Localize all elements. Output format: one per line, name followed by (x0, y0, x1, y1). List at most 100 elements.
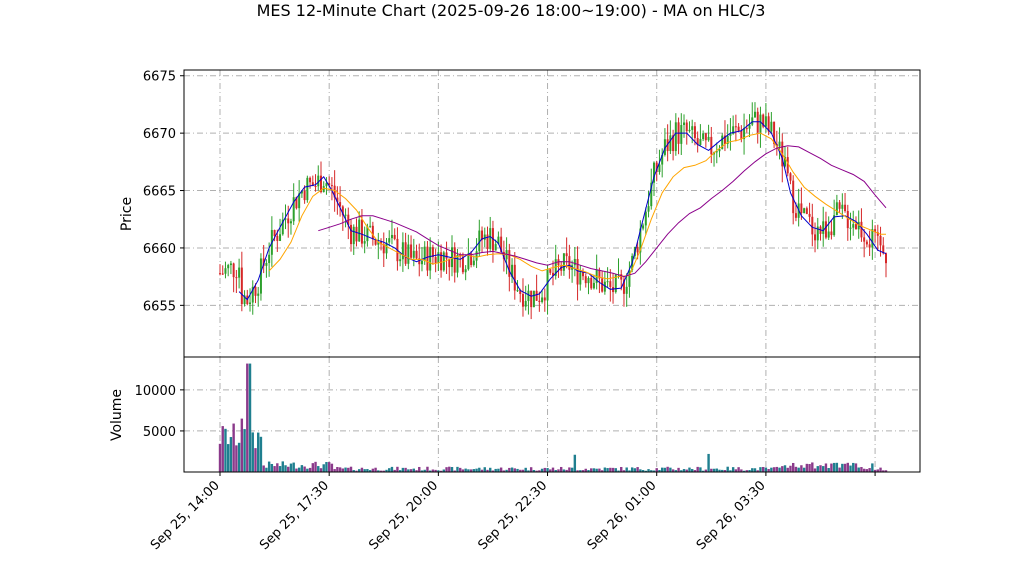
candle-body (603, 281, 606, 292)
volume-bar (344, 467, 347, 472)
volume-bar (439, 470, 443, 472)
volume-bar (710, 468, 713, 472)
volume-bar (600, 470, 604, 472)
volume-bar (778, 467, 781, 472)
volume-bar (303, 466, 306, 472)
candle-body (380, 241, 383, 245)
candle-body (497, 236, 500, 245)
candle-body (382, 244, 385, 254)
volume-axes-frame (183, 356, 921, 473)
volume-bar (603, 467, 607, 472)
volume-panel: 5000 10000 Volume (109, 356, 921, 473)
volume-bar (423, 469, 426, 472)
volume-bar (483, 467, 486, 472)
volume-bar (652, 470, 656, 472)
volume-bar (688, 467, 691, 472)
candle-body (243, 295, 246, 305)
volume-bar (737, 467, 740, 472)
candle-body (453, 247, 456, 273)
volume-bar (562, 469, 566, 472)
candle-body (229, 263, 232, 266)
volume-bar (281, 461, 284, 472)
candle-body (639, 228, 642, 253)
volume-bar (617, 470, 620, 472)
volume-y-tick-label: 5000 (143, 425, 176, 440)
candle-body (833, 215, 836, 236)
candle-body (251, 286, 254, 303)
candle-body (311, 182, 314, 187)
volume-bar (857, 467, 860, 472)
volume-bar (633, 468, 637, 472)
candle-body (699, 139, 702, 145)
candle-body (431, 247, 434, 258)
candle-body (385, 242, 388, 254)
candle-body (734, 126, 737, 128)
volume-bar (287, 466, 290, 472)
volume-bar (278, 466, 282, 472)
volume-bar (265, 467, 268, 472)
candle-body (661, 154, 664, 165)
volume-bar (251, 432, 254, 472)
volume-bar (802, 467, 806, 472)
volume-y-ticks: 5000 10000 (135, 384, 184, 440)
volume-bar (565, 469, 568, 472)
candle-body (612, 287, 615, 293)
moving-average-line-orange (268, 132, 886, 280)
volume-bar (832, 462, 836, 472)
volume-bar (401, 467, 405, 472)
x-tick-label: Sep 25, 22:30 (475, 478, 550, 553)
candle-body (543, 297, 546, 301)
volume-bar (549, 469, 552, 472)
volume-bar (235, 445, 238, 472)
candle-body (232, 263, 235, 278)
candle-body (874, 229, 877, 233)
candle-body (401, 242, 404, 260)
volume-bar (535, 470, 538, 472)
volume-bar (639, 469, 642, 472)
candle-body (481, 230, 484, 240)
volume-bar (371, 468, 375, 472)
volume-bar (860, 467, 863, 472)
volume-bar (448, 466, 451, 472)
candle-body (486, 234, 489, 249)
volume-bar (325, 462, 328, 472)
volume-bar (691, 469, 694, 472)
candle-body (710, 136, 713, 155)
candle-body (688, 129, 691, 132)
volume-bar (827, 468, 830, 472)
volume-bar (409, 469, 413, 472)
volume-bar (557, 469, 560, 472)
candle-body (317, 175, 320, 187)
candle-body (513, 264, 516, 291)
candle-body (672, 135, 675, 152)
candle-body (508, 250, 511, 277)
volume-bar (243, 429, 246, 472)
volume-bar (568, 467, 571, 472)
volume-bar (412, 468, 415, 472)
volume-bar (248, 363, 252, 472)
volume-bar (295, 468, 298, 472)
candle-body (235, 277, 238, 279)
candle-body (355, 226, 358, 242)
candle-body (835, 202, 838, 216)
volume-bar (516, 468, 519, 472)
volume-bar (333, 469, 336, 472)
candle-body (565, 253, 568, 257)
volume-bar (791, 462, 795, 472)
volume-bar (221, 426, 224, 472)
candle-body (524, 301, 527, 307)
candle-body (519, 290, 522, 294)
candle-body (423, 246, 426, 261)
volume-bar (647, 469, 650, 472)
candle-body (467, 253, 470, 270)
volume-bar (674, 470, 678, 472)
candle-body (879, 235, 882, 246)
volume-bar (458, 467, 462, 472)
candle-body (871, 229, 874, 248)
candle-body (784, 157, 787, 167)
candle-body (366, 226, 369, 242)
volume-bar (819, 465, 822, 472)
volume-bar (620, 466, 623, 472)
candle-body (844, 204, 847, 211)
volume-bar (693, 470, 697, 472)
